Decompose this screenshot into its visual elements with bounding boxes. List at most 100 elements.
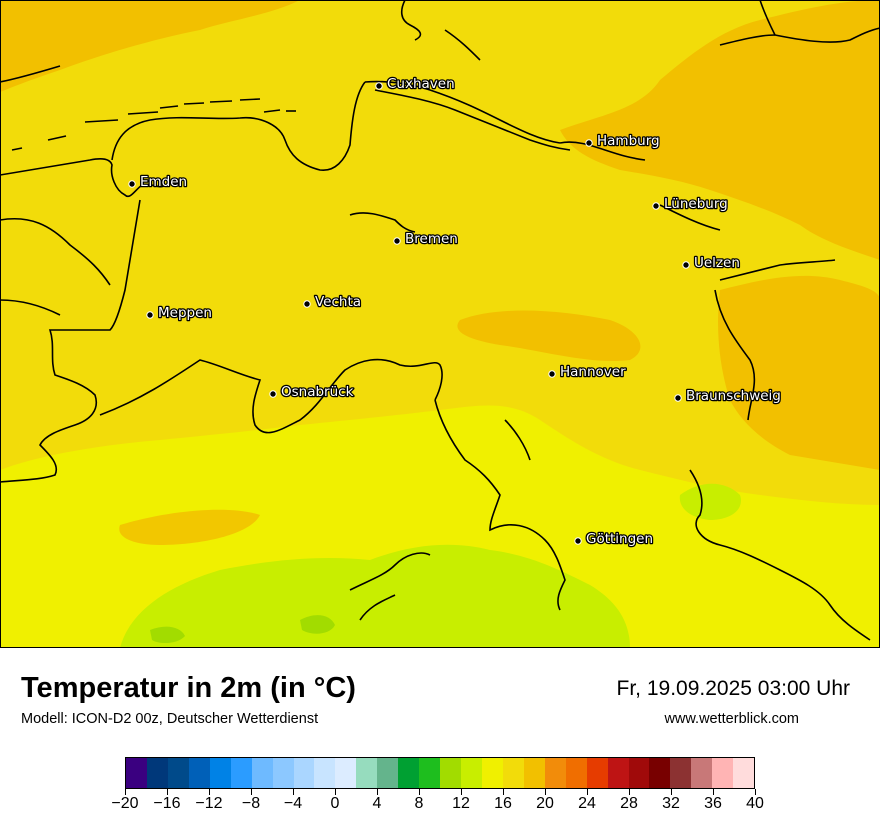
legend-tick — [334, 789, 336, 795]
legend-tick — [208, 789, 210, 795]
legend-swatch — [146, 758, 168, 788]
legend-swatch — [314, 758, 336, 788]
legend-swatch — [377, 758, 399, 788]
legend-swatch — [419, 758, 441, 788]
website-link[interactable]: www.wetterblick.com — [664, 711, 799, 727]
legend-swatch — [440, 758, 461, 788]
legend-tick — [166, 789, 168, 795]
legend-swatch — [356, 758, 378, 788]
legend-swatch — [733, 758, 755, 788]
city-gttingen: Göttingen — [574, 530, 654, 548]
city-label: Bremen — [405, 231, 458, 247]
city-meppen: Meppen — [146, 304, 213, 322]
legend-tick — [544, 789, 546, 795]
temp-field-20-22-east — [718, 275, 880, 470]
legend-tick — [502, 789, 504, 795]
north-sea-islands — [11, 98, 296, 151]
legend-tick — [670, 789, 672, 795]
city-marker-dot — [548, 370, 556, 378]
page-title: Temperatur in 2m (in °C) — [21, 672, 356, 704]
legend-swatch — [188, 758, 210, 788]
city-markers: Cuxhaven Hamburg Emden Lüneburg Bremen Uelzen… — [128, 75, 782, 548]
legend-swatch — [293, 758, 315, 788]
legend-tick-label: −20 — [111, 795, 139, 812]
temp-field-12-14-b — [150, 626, 185, 644]
city-uelzen: Uelzen — [682, 254, 741, 272]
legend-tick-label: 36 — [704, 795, 722, 812]
city-vechta: Vechta — [303, 293, 362, 311]
legend-tick — [754, 789, 756, 795]
temp-field-14-16-east — [679, 483, 741, 520]
city-label: Göttingen — [586, 531, 653, 547]
city-marker-dot — [393, 237, 401, 245]
legend-tick — [376, 789, 378, 795]
model-subtitle: Modell: ICON-D2 00z, Deutscher Wetterdie… — [21, 711, 319, 727]
city-lneburg: Lüneburg — [652, 195, 729, 213]
legend-swatch — [272, 758, 294, 788]
legend-swatch — [398, 758, 420, 788]
legend-tick-label: −4 — [283, 795, 303, 812]
temp-field-20-22-northwest — [0, 0, 300, 92]
city-bremen: Bremen — [393, 230, 459, 248]
legend-swatch — [607, 758, 629, 788]
city-braunschweig: Braunschweig — [674, 387, 782, 405]
legend-swatch — [209, 758, 231, 788]
city-label: Emden — [140, 174, 187, 190]
city-label: Hamburg — [597, 133, 660, 149]
legend-tick-label: 20 — [536, 795, 554, 812]
temperature-map: Cuxhaven Hamburg Emden Lüneburg Bremen Uelzen… — [0, 0, 880, 648]
legend-tick — [292, 789, 294, 795]
legend-tick — [250, 789, 252, 795]
legend-tick — [628, 789, 630, 795]
legend-swatch — [691, 758, 713, 788]
legend-tick — [418, 789, 420, 795]
city-marker-dot — [652, 202, 660, 210]
city-label: Uelzen — [694, 255, 740, 271]
city-marker-dot — [375, 82, 383, 90]
city-osnabrck: Osnabrück — [269, 383, 355, 401]
city-cuxhaven: Cuxhaven — [375, 75, 456, 93]
legend-tick — [460, 789, 462, 795]
city-marker-dot — [128, 180, 136, 188]
city-marker-dot — [574, 537, 582, 545]
legend-tick-label: −8 — [241, 795, 261, 812]
legend-tick-label: −12 — [195, 795, 223, 812]
temp-field-20-22-south-inner — [119, 509, 260, 545]
legend-swatch — [230, 758, 252, 788]
city-marker-dot — [585, 139, 593, 147]
legend-swatch — [461, 758, 482, 788]
city-marker-dot — [269, 390, 277, 398]
city-label: Lüneburg — [664, 196, 728, 212]
legend-swatch — [167, 758, 189, 788]
legend-tick-label: 24 — [578, 795, 596, 812]
legend-tick — [586, 789, 588, 795]
city-marker-dot — [146, 311, 154, 319]
legend-tick-label: 40 — [746, 795, 764, 812]
city-hamburg: Hamburg — [585, 132, 661, 150]
forecast-datetime: Fr, 19.09.2025 03:00 Uhr — [616, 677, 851, 700]
map-canvas: Cuxhaven Hamburg Emden Lüneburg Bremen Uelzen… — [0, 0, 880, 648]
legend-swatch — [544, 758, 566, 788]
city-label: Hannover — [560, 364, 626, 380]
temp-field-20-22-northeast — [560, 0, 880, 260]
legend-swatch — [712, 758, 734, 788]
legend-tick-label: 8 — [414, 795, 424, 812]
city-label: Osnabrück — [281, 384, 354, 400]
legend-swatch — [481, 758, 503, 788]
city-marker-dot — [682, 261, 690, 269]
legend-swatch — [670, 758, 692, 788]
city-emden: Emden — [128, 173, 188, 191]
legend-swatch — [502, 758, 524, 788]
legend-tick — [712, 789, 714, 795]
legend-swatch — [586, 758, 608, 788]
color-legend-bar — [125, 757, 755, 789]
city-hannover: Hannover — [548, 363, 627, 381]
legend-swatch — [126, 758, 147, 788]
city-label: Cuxhaven — [387, 76, 455, 92]
legend-swatch — [335, 758, 357, 788]
legend-swatch — [649, 758, 671, 788]
legend-tick-label: 12 — [452, 795, 470, 812]
temp-field-14-16-south — [120, 544, 630, 648]
temp-field-20-22-center — [457, 310, 641, 362]
legend-tick-label: −16 — [153, 795, 181, 812]
